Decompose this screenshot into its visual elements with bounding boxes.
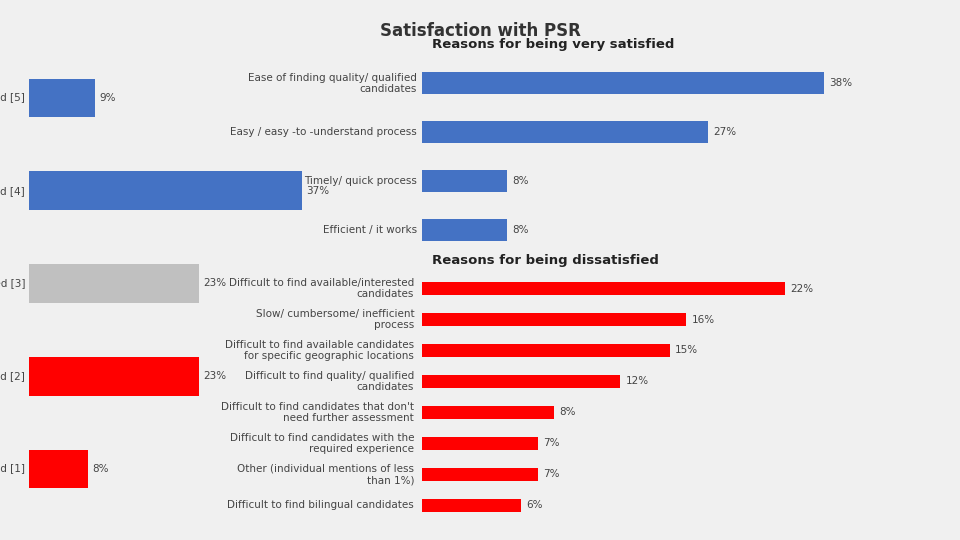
Text: Difficult to find available/interested
candidates: Difficult to find available/interested c… [228, 278, 414, 299]
Text: Difficult to find quality/ qualified
candidates: Difficult to find quality/ qualified can… [245, 370, 414, 392]
Text: Slow/ cumbersome/ inefficient
process: Slow/ cumbersome/ inefficient process [255, 309, 414, 330]
Text: 8%: 8% [513, 176, 529, 186]
Bar [29, 265, 199, 302]
Text: Somewhat satisfied [4]: Somewhat satisfied [4] [0, 186, 25, 195]
Text: 7%: 7% [542, 469, 560, 480]
Bar [422, 375, 620, 388]
Text: Reasons for being dissatisfied: Reasons for being dissatisfied [432, 254, 659, 267]
Text: 7%: 7% [542, 438, 560, 448]
Text: 8%: 8% [92, 464, 108, 474]
Text: Difficult to find available candidates
for specific geographic locations: Difficult to find available candidates f… [225, 340, 414, 361]
Text: 6%: 6% [526, 500, 542, 510]
Text: Easy / easy -to -understand process: Easy / easy -to -understand process [230, 127, 417, 137]
Text: 16%: 16% [691, 314, 714, 325]
Text: Ease of finding quality/ qualified
candidates: Ease of finding quality/ qualified candi… [249, 72, 417, 94]
Bar [422, 344, 670, 357]
Text: Other (individual mentions of less
than 1%): Other (individual mentions of less than … [237, 463, 414, 485]
Text: Satisfaction with PSR: Satisfaction with PSR [379, 22, 581, 39]
Text: 22%: 22% [790, 284, 813, 294]
Bar [29, 172, 302, 210]
Text: Somewhat dissatisfied [2]: Somewhat dissatisfied [2] [0, 372, 25, 381]
Text: Very dissatisfied [1]: Very dissatisfied [1] [0, 464, 25, 474]
Text: Reasons for being very satisfied: Reasons for being very satisfied [432, 38, 674, 51]
Bar [422, 468, 538, 481]
Bar [29, 79, 95, 117]
Text: Efficient / it works: Efficient / it works [323, 225, 417, 235]
Bar [422, 282, 785, 295]
Text: 38%: 38% [829, 78, 852, 89]
Bar [29, 450, 88, 488]
Text: Difficult to find candidates with the
required experience: Difficult to find candidates with the re… [229, 433, 414, 454]
Bar [422, 121, 708, 143]
Bar [422, 170, 507, 192]
Bar [422, 72, 824, 94]
Bar [422, 499, 521, 512]
Text: 23%: 23% [204, 279, 227, 288]
Text: Neither satisfied nor dissatisfied [3]: Neither satisfied nor dissatisfied [3] [0, 279, 25, 288]
Bar [422, 406, 555, 419]
Bar [422, 313, 686, 326]
Text: Timely/ quick process: Timely/ quick process [304, 176, 417, 186]
Text: 27%: 27% [712, 127, 736, 137]
Text: 23%: 23% [204, 372, 227, 381]
Text: Very satisfied [5]: Very satisfied [5] [0, 93, 25, 103]
Text: 8%: 8% [513, 225, 529, 235]
Text: 15%: 15% [675, 346, 698, 355]
Text: 37%: 37% [306, 186, 329, 195]
Text: Difficult to find candidates that don't
need further assessment: Difficult to find candidates that don't … [221, 402, 414, 423]
Bar [422, 219, 507, 241]
Text: 12%: 12% [625, 376, 648, 387]
Text: 8%: 8% [560, 407, 576, 417]
Text: Difficult to find bilingual candidates: Difficult to find bilingual candidates [228, 500, 414, 510]
Bar [29, 357, 199, 395]
Bar [422, 437, 538, 450]
Text: 9%: 9% [100, 93, 116, 103]
